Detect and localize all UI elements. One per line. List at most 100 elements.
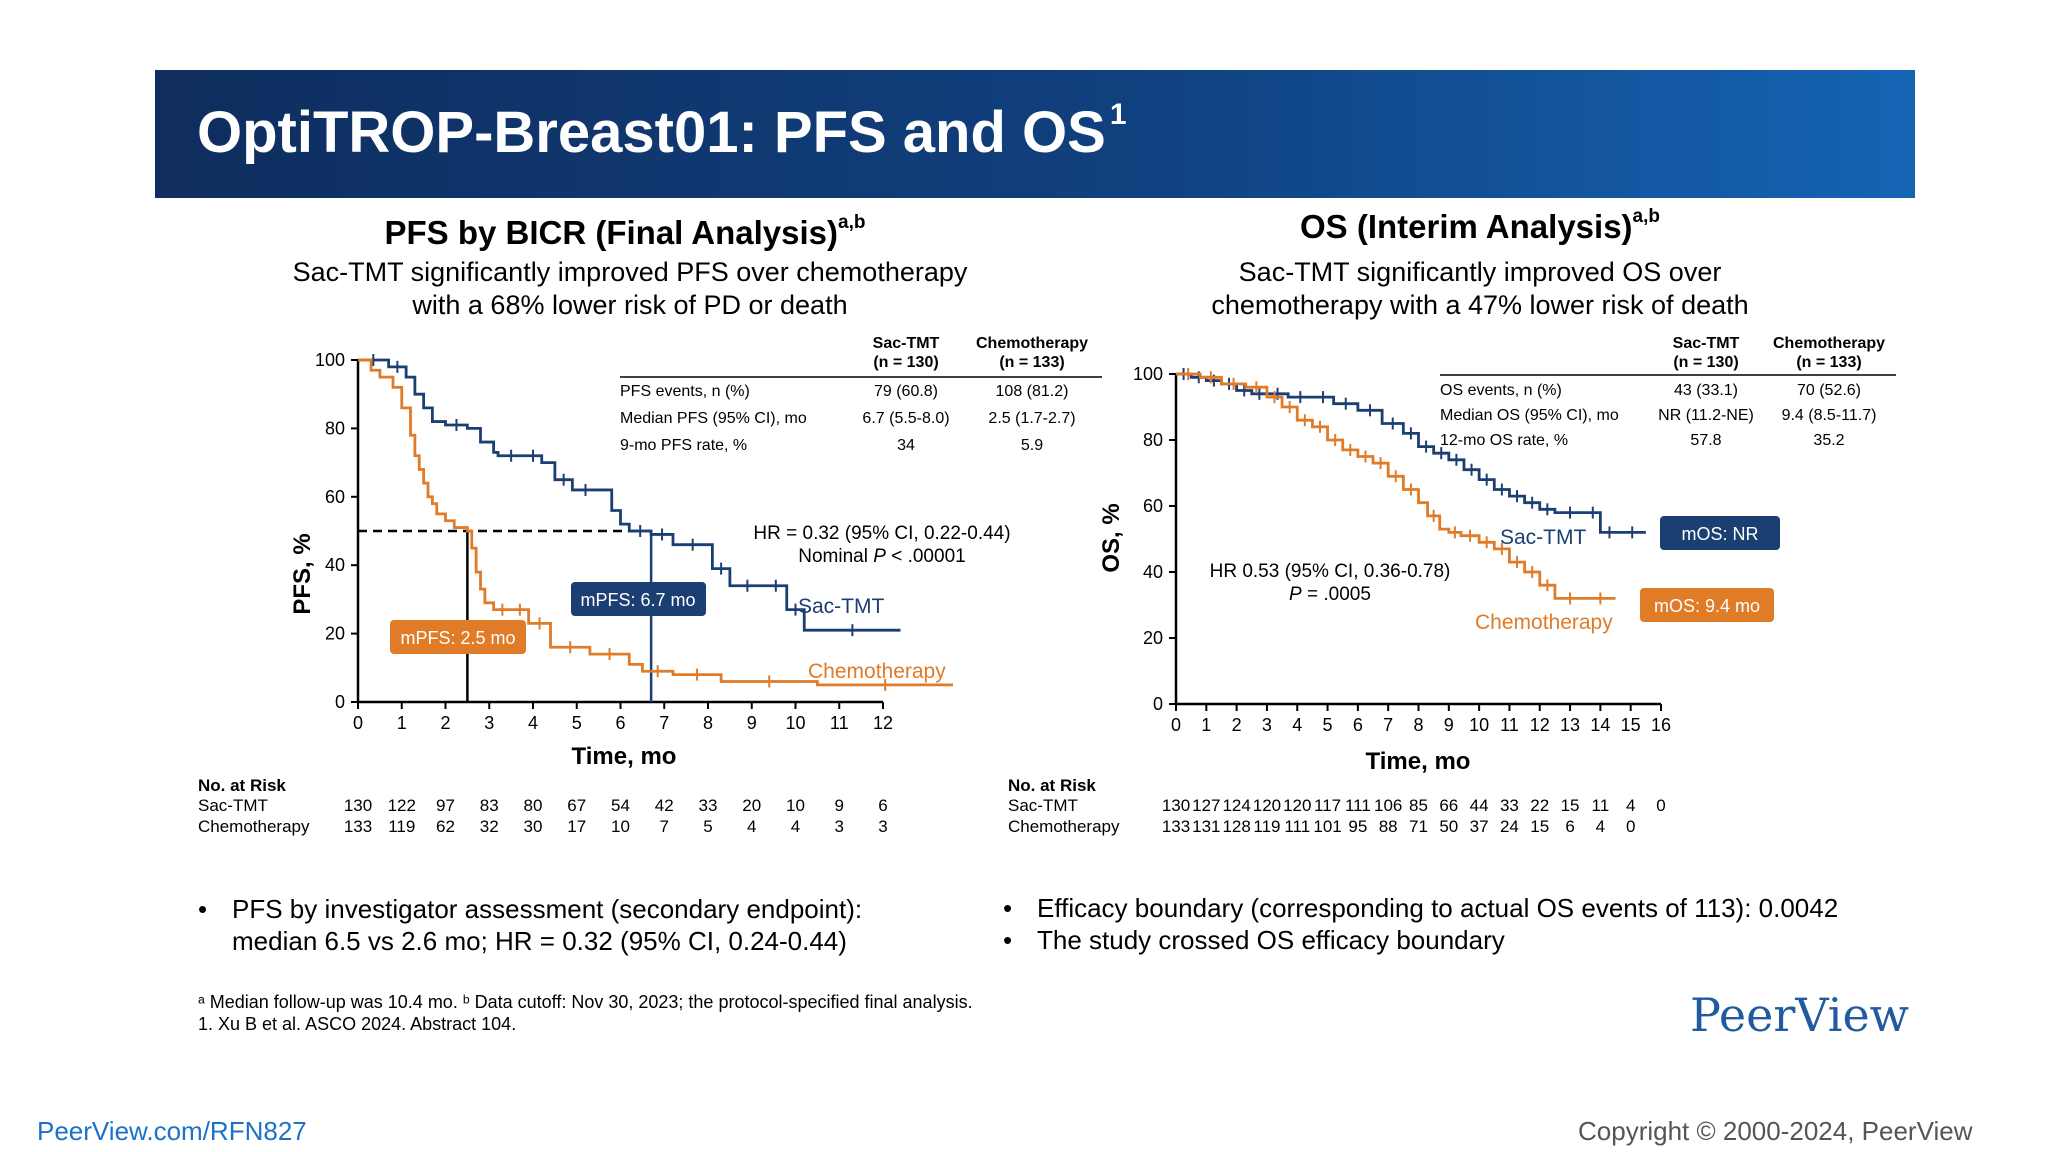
- risk-value: 42: [654, 796, 674, 815]
- footnote-line: 1. Xu B et al. ASCO 2024. Abstract 104.: [198, 1014, 517, 1034]
- os-risk-table: No. at Risk Sac-TMT Chemotherapy 130 127 1…: [1008, 776, 1708, 846]
- pfs-x-tick-label: 6: [615, 713, 625, 733]
- risk-value: 22: [1530, 796, 1550, 815]
- pfs-risk-label-chemo: Chemotherapy: [198, 817, 310, 836]
- os-x-tick-label: 3: [1262, 715, 1272, 735]
- risk-value: 83: [479, 796, 499, 815]
- bullet-text: Efficacy boundary (corresponding to actu…: [1037, 893, 1839, 923]
- risk-value: 17: [567, 817, 587, 836]
- pfs-risk-header: No. at Risk: [198, 776, 286, 795]
- bullet-item-continuation: median 6.5 vs 2.6 mo; HR = 0.32 (95% CI,…: [198, 925, 978, 957]
- risk-value: 66: [1439, 796, 1459, 815]
- risk-value: 111: [1284, 817, 1311, 836]
- risk-value: 15: [1530, 817, 1550, 836]
- risk-value: 127: [1192, 796, 1221, 815]
- pfs-x-tick-label: 4: [528, 713, 538, 733]
- pfs-risk-table: No. at Risk Sac-TMT Chemotherapy 130 122 9…: [198, 776, 918, 846]
- bullet-dot: •: [198, 894, 208, 924]
- risk-value: 30: [523, 817, 543, 836]
- risk-value: 3: [878, 817, 888, 836]
- pfs-y-tick-label: 60: [325, 487, 345, 507]
- os-x-tick-label: 15: [1621, 715, 1641, 735]
- pfs-km-chart: Sac-TMT (n = 130) Chemotherapy (n = 133)…: [289, 335, 1102, 770]
- risk-value: 24: [1499, 817, 1519, 836]
- pfs-y-tick-label: 100: [315, 350, 345, 370]
- os-x-tick-label: 11: [1500, 715, 1519, 735]
- risk-value: 0: [1656, 796, 1666, 815]
- risk-value: 0: [1625, 817, 1636, 836]
- bullets-left: • PFS by investigator assessment (seconda…: [198, 893, 978, 957]
- risk-value: 120: [1252, 796, 1282, 815]
- os-x-tick-label: 6: [1353, 715, 1363, 735]
- bullet-dot: •: [1003, 893, 1013, 923]
- pfs-series-lines: [358, 354, 953, 691]
- risk-value: 10: [786, 796, 805, 815]
- pfs-x-tick-label: 7: [659, 713, 669, 733]
- os-x-tick-label: 14: [1590, 715, 1610, 735]
- os-risk-header: No. at Risk: [1008, 776, 1096, 795]
- os-heading: OS (Interim Analysis)a,b: [1300, 206, 1660, 245]
- pfs-y-axis-label: PFS, %: [289, 533, 316, 614]
- pfs-table-row3-sac: 34: [897, 437, 915, 454]
- pfs-x-tick-label: 0: [353, 713, 363, 733]
- risk-value: 131: [1192, 817, 1221, 836]
- risk-value: 15: [1560, 796, 1580, 815]
- peerview-logo: PeerView: [1690, 988, 1910, 1042]
- risk-value: 106: [1374, 796, 1403, 815]
- risk-value: 117: [1314, 796, 1342, 815]
- pfs-table-row1-chemo: 108 (81.2): [996, 383, 1069, 400]
- os-table-header-sac: Sac-TMT: [1673, 335, 1740, 352]
- os-table-row2-chemo: 9.4 (8.5-11.7): [1782, 407, 1877, 424]
- bullet-dot: •: [1003, 925, 1013, 955]
- footer-link[interactable]: PeerView.com/RFN827: [37, 1116, 307, 1146]
- pfs-x-tick-label: 12: [873, 713, 893, 733]
- os-table-header-chemo: Chemotherapy: [1773, 335, 1885, 352]
- pfs-p-text: Nominal P < .00001: [798, 546, 965, 567]
- bullet-text: PFS by investigator assessment (secondar…: [232, 894, 863, 924]
- os-risk-label-sac: Sac-TMT: [1008, 796, 1078, 815]
- risk-value: 10: [611, 817, 630, 836]
- bullet-item: • The study crossed OS efficacy boundary: [1003, 924, 1903, 956]
- risk-value: 4: [790, 817, 801, 836]
- risk-value: 9: [834, 796, 844, 815]
- pfs-table-row2-chemo: 2.5 (1.7-2.7): [988, 410, 1075, 427]
- pfs-x-axis-label: Time, mo: [572, 743, 677, 770]
- pfs-table-row1-label: PFS events, n (%): [620, 383, 750, 400]
- os-table-row2-sac: NR (11.2-NE): [1658, 407, 1754, 424]
- pfs-x-tick-label: 5: [572, 713, 582, 733]
- pfs-x-tick-label: 2: [440, 713, 450, 733]
- risk-value: 50: [1439, 817, 1459, 836]
- os-chemo-curve: [1176, 372, 1616, 600]
- risk-value: 11: [1591, 796, 1610, 815]
- bullet-item: • Efficacy boundary (corresponding to act…: [1003, 892, 1903, 924]
- pfs-x-tick-label: 8: [703, 713, 713, 733]
- os-x-tick-label: 13: [1560, 715, 1580, 735]
- risk-value: 133: [1161, 817, 1191, 836]
- slide-title: OptiTROP-Breast01: PFS and OS 1: [197, 98, 1127, 165]
- os-x-tick-label: 10: [1469, 715, 1489, 735]
- risk-value: 128: [1222, 817, 1251, 836]
- risk-value: 33: [698, 796, 718, 815]
- bullet-text: median 6.5 vs 2.6 mo; HR = 0.32 (95% CI,…: [232, 926, 847, 956]
- risk-value: 111: [1344, 796, 1371, 815]
- os-table-row2-label: Median OS (95% CI), mo: [1440, 407, 1619, 424]
- os-y-tick-label: 100: [1133, 364, 1163, 384]
- pfs-chemo-series-label: Chemotherapy: [808, 660, 946, 683]
- pfs-chemo-median-label: mPFS: 2.5 mo: [400, 628, 515, 648]
- pfs-chemo-median-box: [390, 620, 526, 654]
- risk-value: 4: [1625, 796, 1636, 815]
- pfs-median-reference-lines: [358, 529, 653, 702]
- risk-value: 33: [1499, 796, 1519, 815]
- os-risk-label-chemo: Chemotherapy: [1008, 817, 1120, 836]
- os-table-row1-chemo: 70 (52.6): [1797, 382, 1861, 399]
- os-x-tick-label: 9: [1444, 715, 1454, 735]
- pfs-x-tick-label: 11: [830, 713, 849, 733]
- pfs-risk-label-sac: Sac-TMT: [198, 796, 268, 815]
- os-sac-series-label: Sac-TMT: [1500, 526, 1587, 549]
- os-p-text: P = .0005: [1289, 584, 1371, 605]
- pfs-y-tick-label: 80: [325, 418, 345, 438]
- os-y-tick-label: 20: [1143, 628, 1163, 648]
- os-x-axis-label: Time, mo: [1366, 748, 1471, 775]
